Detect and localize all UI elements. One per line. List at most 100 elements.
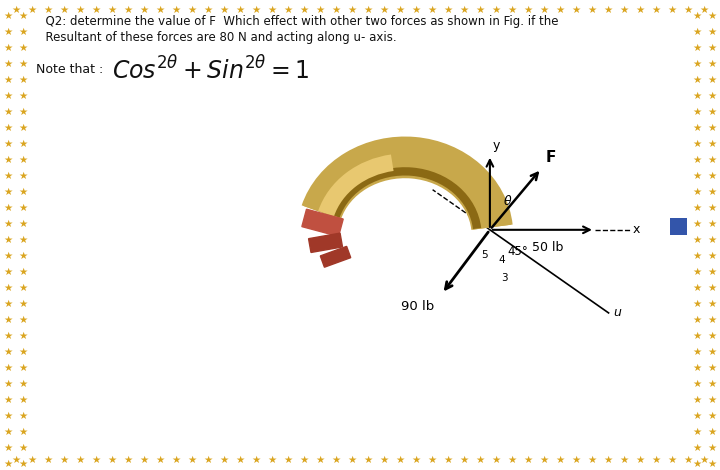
Text: $\mathit{Cos}^{2\theta} + \mathit{Sin}^{2\theta} = 1$: $\mathit{Cos}^{2\theta} + \mathit{Sin}^{… (112, 55, 310, 84)
Text: ★: ★ (18, 59, 27, 69)
Text: ★: ★ (699, 455, 708, 465)
Text: x: x (633, 223, 640, 236)
Text: ★: ★ (707, 203, 716, 213)
Text: ★: ★ (284, 455, 293, 465)
Text: ★: ★ (4, 459, 13, 469)
Text: ★: ★ (18, 27, 27, 37)
Text: ★: ★ (693, 267, 702, 277)
Text: ★: ★ (619, 5, 629, 15)
Text: ★: ★ (707, 363, 716, 373)
Text: ★: ★ (693, 379, 702, 389)
Text: ★: ★ (539, 5, 549, 15)
Polygon shape (320, 246, 351, 267)
Text: ★: ★ (300, 455, 309, 465)
Text: ★: ★ (707, 347, 716, 357)
Text: Note that :: Note that : (36, 63, 107, 77)
Text: ★: ★ (411, 5, 420, 15)
Text: ★: ★ (491, 5, 500, 15)
Text: ★: ★ (4, 43, 13, 53)
Text: ★: ★ (411, 455, 420, 465)
Text: ★: ★ (347, 455, 356, 465)
Text: ★: ★ (18, 427, 27, 437)
Text: ★: ★ (699, 5, 708, 15)
Text: ★: ★ (667, 5, 676, 15)
Text: ★: ★ (693, 219, 702, 229)
Text: ★: ★ (693, 395, 702, 405)
Text: ★: ★ (140, 5, 149, 15)
Text: ★: ★ (18, 267, 27, 277)
Text: ★: ★ (459, 5, 469, 15)
Text: ★: ★ (18, 251, 27, 261)
Text: ★: ★ (707, 11, 716, 21)
Text: F: F (545, 149, 556, 164)
Text: ★: ★ (12, 5, 21, 15)
Text: ★: ★ (284, 5, 293, 15)
Text: ★: ★ (107, 455, 117, 465)
Text: ★: ★ (300, 5, 309, 15)
Text: ★: ★ (18, 347, 27, 357)
Text: ★: ★ (693, 347, 702, 357)
Text: ★: ★ (18, 363, 27, 373)
Text: ★: ★ (444, 455, 453, 465)
Text: ★: ★ (693, 203, 702, 213)
Text: ★: ★ (707, 91, 716, 101)
Text: ★: ★ (707, 43, 716, 53)
Text: ★: ★ (523, 5, 533, 15)
Text: ★: ★ (707, 59, 716, 69)
Text: ★: ★ (220, 455, 229, 465)
Text: ★: ★ (347, 5, 356, 15)
Text: ★: ★ (4, 363, 13, 373)
Text: ★: ★ (235, 455, 245, 465)
Text: ★: ★ (4, 155, 13, 165)
Text: ★: ★ (44, 5, 53, 15)
Text: ★: ★ (693, 411, 702, 421)
Text: ★: ★ (707, 379, 716, 389)
Text: ★: ★ (395, 5, 405, 15)
Text: ★: ★ (187, 5, 197, 15)
Text: ★: ★ (707, 155, 716, 165)
Text: ★: ★ (693, 155, 702, 165)
Text: ★: ★ (707, 235, 716, 245)
Text: ★: ★ (651, 5, 660, 15)
Text: ★: ★ (18, 187, 27, 197)
Text: ★: ★ (603, 5, 613, 15)
Text: ★: ★ (693, 43, 702, 53)
Text: ★: ★ (475, 455, 485, 465)
Text: ★: ★ (60, 5, 69, 15)
Text: 90 lb: 90 lb (401, 300, 434, 313)
Text: ★: ★ (4, 219, 13, 229)
Text: ★: ★ (18, 203, 27, 213)
Text: ★: ★ (693, 251, 702, 261)
Text: ★: ★ (18, 443, 27, 453)
Text: ★: ★ (18, 11, 27, 21)
Text: ★: ★ (4, 379, 13, 389)
Text: ★: ★ (4, 443, 13, 453)
Text: ★: ★ (4, 395, 13, 405)
Text: ★: ★ (707, 459, 716, 469)
Text: 45°: 45° (508, 245, 528, 258)
Text: ★: ★ (707, 331, 716, 341)
Text: ★: ★ (44, 455, 53, 465)
Text: ★: ★ (539, 455, 549, 465)
Text: ★: ★ (707, 219, 716, 229)
Text: ★: ★ (667, 455, 676, 465)
Text: ★: ★ (693, 235, 702, 245)
Text: ★: ★ (60, 455, 69, 465)
Text: ★: ★ (444, 5, 453, 15)
Text: ★: ★ (18, 219, 27, 229)
Text: ★: ★ (4, 251, 13, 261)
Text: ★: ★ (683, 455, 693, 465)
Text: ★: ★ (427, 455, 436, 465)
Text: 3: 3 (502, 273, 508, 283)
Text: ★: ★ (331, 455, 341, 465)
Text: ★: ★ (603, 455, 613, 465)
Text: ★: ★ (251, 5, 261, 15)
Text: ★: ★ (508, 455, 516, 465)
Text: ★: ★ (707, 251, 716, 261)
Text: ★: ★ (156, 455, 165, 465)
Text: ★: ★ (707, 411, 716, 421)
Text: ★: ★ (267, 455, 276, 465)
Text: ★: ★ (18, 139, 27, 149)
Text: ★: ★ (693, 11, 702, 21)
Text: ★: ★ (18, 379, 27, 389)
